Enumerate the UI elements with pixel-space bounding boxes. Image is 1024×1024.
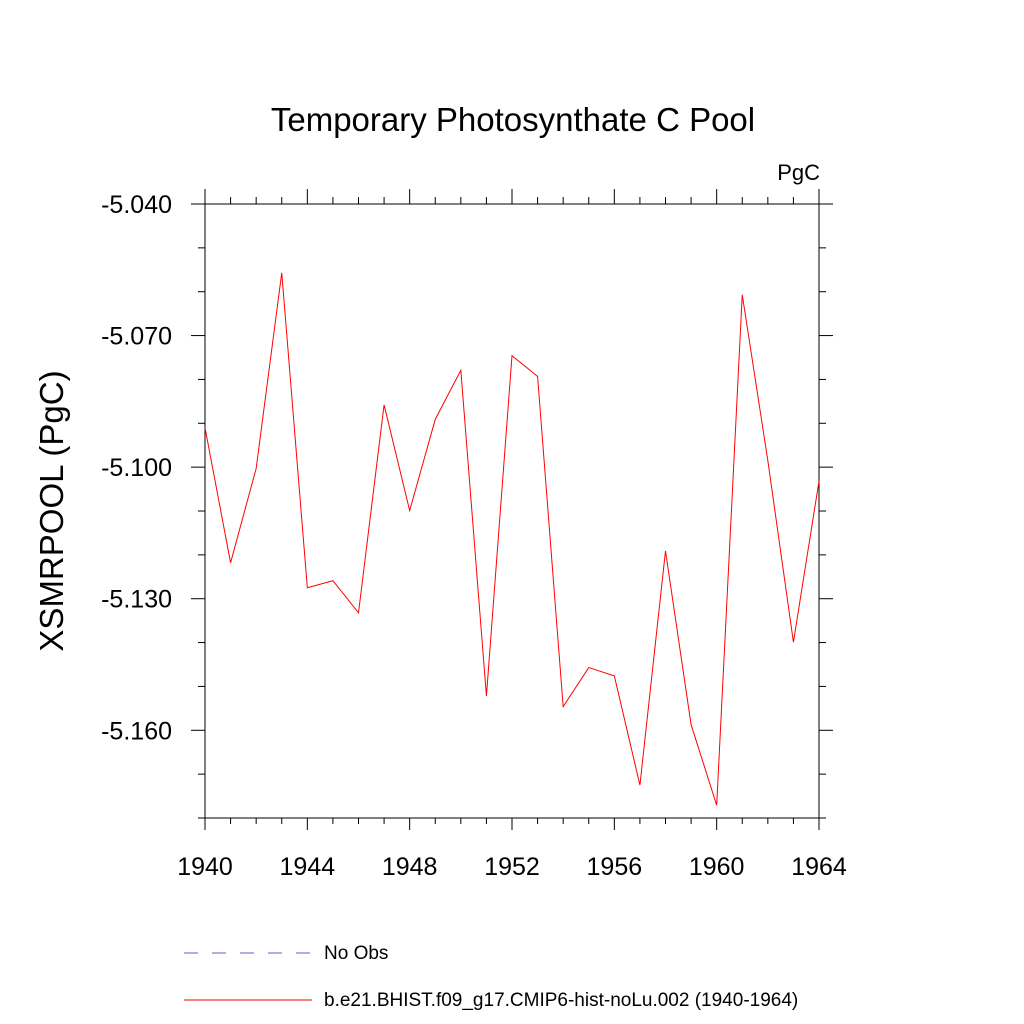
x-tick-label: 1956 (587, 853, 643, 881)
y-tick-label: -5.130 (101, 586, 172, 614)
axis-tick-labels: 1940 1944 1948 1952 1956 1960 1964 -5.040 -5.070… (101, 191, 847, 881)
x-tick-label: 1944 (280, 853, 336, 881)
y-axis-label: XSMRPOOL (PgC) (33, 370, 70, 651)
series-line-0 (204, 272, 820, 806)
y-tick-label: -5.160 (101, 717, 172, 745)
legend: No Obs b.e21.BHIST.f09_g17.CMIP6-hist-no… (184, 943, 798, 1011)
x-tick-label: 1952 (484, 853, 540, 881)
y-tick-label: -5.100 (101, 454, 172, 482)
series-layer (204, 272, 820, 806)
y-tick-label: -5.070 (101, 323, 172, 351)
axis-ticks (191, 189, 833, 830)
legend-label-model-run: b.e21.BHIST.f09_g17.CMIP6-hist-noLu.002 … (324, 990, 798, 1011)
x-tick-label: 1948 (382, 853, 438, 881)
chart-title: Temporary Photosynthate C Pool (271, 101, 755, 138)
x-tick-label: 1964 (791, 853, 847, 881)
plot-frame (204, 203, 820, 819)
legend-label-no-obs: No Obs (324, 943, 388, 964)
x-tick-label: 1940 (177, 853, 233, 881)
y-tick-label: -5.040 (101, 191, 172, 219)
x-tick-label: 1960 (689, 853, 745, 881)
units-label: PgC (777, 160, 820, 185)
